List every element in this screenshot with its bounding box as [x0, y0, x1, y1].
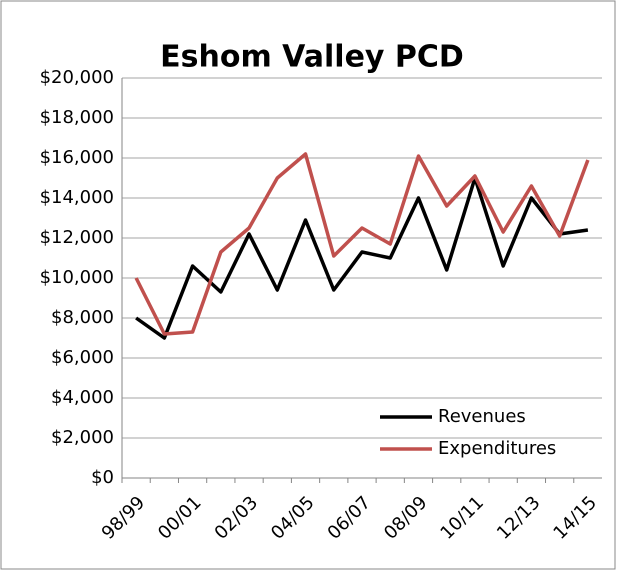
y-tick-label: $4,000 — [51, 387, 114, 408]
chart-title: Eshom Valley PCD — [160, 40, 464, 75]
y-tick-label: $2,000 — [51, 427, 114, 448]
y-tick-label: $0 — [91, 467, 114, 488]
legend-label: Revenues — [438, 406, 526, 427]
y-tick-label: $16,000 — [40, 147, 114, 168]
legend-label: Expenditures — [438, 438, 556, 459]
y-tick-label: $12,000 — [40, 227, 114, 248]
y-tick-label: $14,000 — [40, 187, 114, 208]
series-line — [134, 152, 590, 336]
y-tick-label: $10,000 — [40, 267, 114, 288]
y-tick-label: $8,000 — [51, 307, 114, 328]
y-tick-label: $6,000 — [51, 347, 114, 368]
y-tick-label: $18,000 — [40, 107, 114, 128]
y-tick-label: $20,000 — [40, 67, 114, 88]
